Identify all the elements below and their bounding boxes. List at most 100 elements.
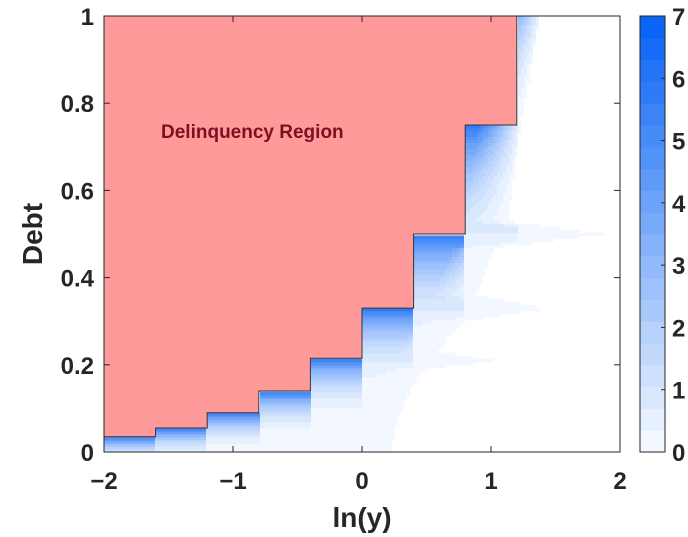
heat-cell	[365, 397, 369, 402]
heat-cell	[215, 442, 219, 447]
heat-cell	[269, 421, 273, 426]
heat-cell	[362, 409, 366, 414]
heat-cell	[395, 391, 399, 396]
heat-cell	[206, 430, 210, 435]
heat-cell	[464, 205, 468, 210]
heat-cell	[497, 220, 501, 225]
heat-cell	[545, 229, 549, 234]
heat-cell	[392, 355, 396, 360]
heat-cell	[380, 349, 384, 354]
heat-cell	[461, 283, 465, 288]
heat-cell	[293, 430, 297, 435]
heat-cell	[482, 181, 486, 185]
heat-cell	[320, 433, 324, 438]
heat-cell	[476, 313, 480, 318]
heat-cell	[485, 178, 489, 182]
heat-cell	[290, 409, 294, 414]
heat-cell	[527, 37, 531, 41]
heat-cell	[533, 226, 537, 231]
heat-cell	[476, 157, 480, 161]
heat-cell	[383, 427, 387, 432]
heat-cell	[203, 445, 207, 450]
heat-cell	[416, 289, 420, 294]
heat-cell	[497, 238, 501, 243]
heat-cell	[410, 355, 414, 360]
heat-cell	[422, 295, 426, 300]
heat-cell	[317, 421, 321, 426]
heat-cell	[266, 394, 270, 399]
heat-cell	[170, 445, 174, 450]
heat-cell	[326, 370, 330, 375]
heat-cell	[497, 178, 501, 182]
heat-cell	[467, 238, 471, 243]
heat-cell	[446, 295, 450, 300]
heat-cell	[392, 442, 396, 447]
heat-cell	[479, 157, 483, 161]
heat-cell	[329, 436, 333, 441]
heat-cell	[506, 193, 510, 198]
heat-cell	[428, 262, 432, 267]
heat-cell	[440, 235, 444, 240]
heat-cell	[422, 349, 426, 354]
heat-cell	[320, 367, 324, 372]
heat-cell	[446, 358, 450, 363]
heat-cell	[317, 403, 321, 408]
heat-cell	[281, 400, 285, 405]
heat-cell	[491, 202, 495, 207]
heat-cell	[455, 238, 459, 243]
heat-cell	[485, 196, 489, 201]
heat-cell	[446, 244, 450, 249]
heat-cell	[500, 163, 504, 167]
heat-cell	[320, 442, 324, 447]
heat-cell	[254, 436, 258, 441]
heat-cell	[419, 328, 423, 333]
heat-cell	[371, 448, 375, 452]
heat-cell	[509, 127, 513, 131]
heat-cell	[209, 439, 213, 444]
heat-cell	[401, 331, 405, 336]
heat-cell	[500, 190, 504, 195]
heat-cell	[518, 142, 522, 146]
heat-cell	[344, 421, 348, 426]
heat-cell	[278, 439, 282, 444]
heat-cell	[329, 406, 333, 411]
heat-cell	[368, 313, 372, 318]
heat-cell	[365, 364, 369, 369]
heat-cell	[416, 358, 420, 363]
heat-cell	[269, 394, 273, 399]
heat-cell	[503, 166, 507, 170]
heat-cell	[116, 445, 120, 450]
heat-cell	[401, 397, 405, 402]
heat-cell	[500, 151, 504, 155]
heat-cell	[479, 307, 483, 312]
heat-cell	[335, 442, 339, 447]
heat-cell	[251, 421, 255, 426]
heat-cell	[359, 382, 363, 387]
heat-cell	[368, 370, 372, 375]
heat-cell	[443, 325, 447, 330]
heat-cell	[419, 259, 423, 264]
heat-cell	[587, 232, 591, 237]
heat-cell	[296, 403, 300, 408]
heat-cell	[188, 445, 192, 450]
heat-cell	[455, 292, 459, 297]
heat-cell	[470, 229, 474, 234]
heat-cell	[524, 109, 528, 113]
heat-cell	[338, 403, 342, 408]
heat-cell	[389, 367, 393, 372]
heat-cell	[386, 337, 390, 342]
heat-cell	[281, 442, 285, 447]
heat-cell	[434, 247, 438, 252]
heat-cell	[413, 370, 417, 375]
heat-cell	[506, 226, 510, 231]
heat-cell	[458, 316, 462, 321]
heat-cell	[398, 331, 402, 336]
heat-cell	[533, 307, 537, 312]
heat-cell	[368, 316, 372, 321]
heat-cell	[212, 424, 216, 429]
heat-cell	[281, 448, 285, 452]
heat-cell	[353, 358, 357, 363]
heat-cell	[434, 286, 438, 291]
heat-cell	[314, 448, 318, 452]
heat-cell	[218, 442, 222, 447]
